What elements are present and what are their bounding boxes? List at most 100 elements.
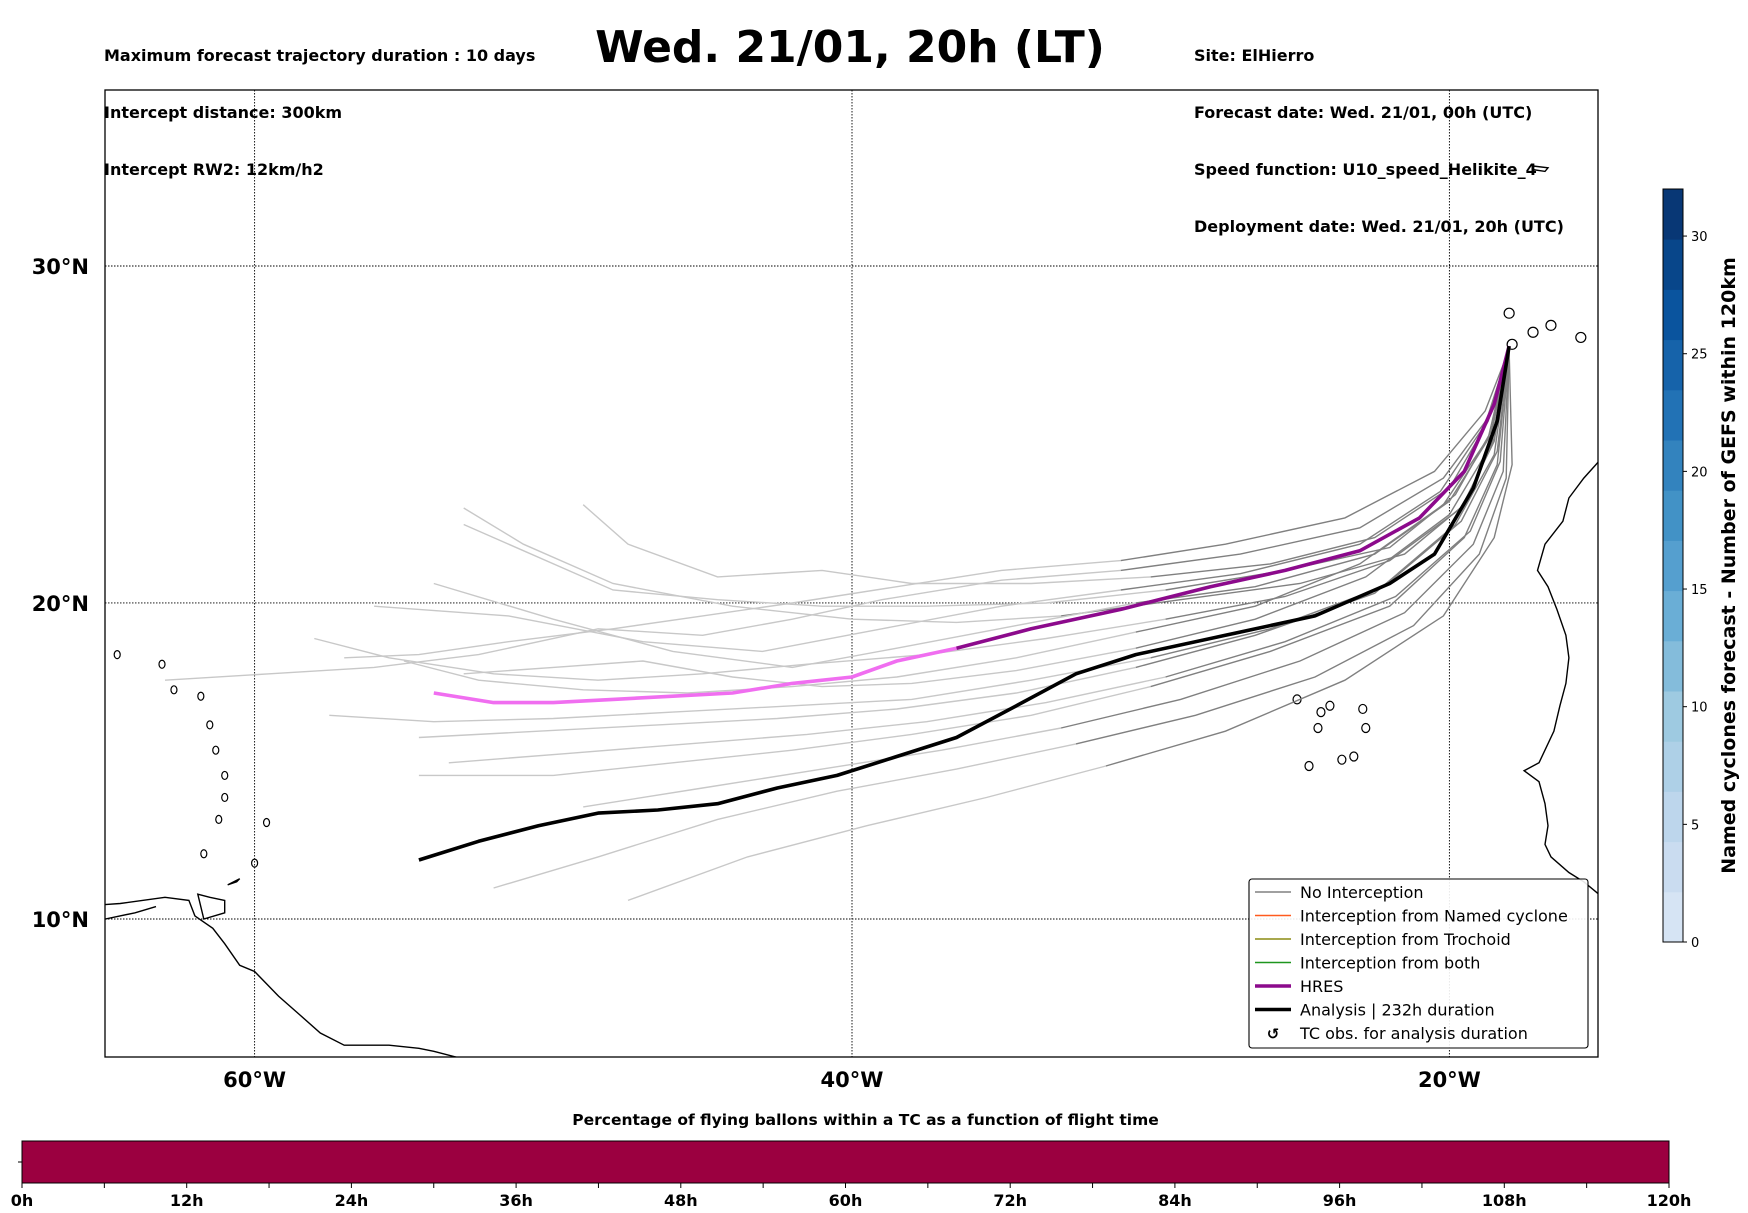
- ensemble-trajectory: [1120, 349, 1510, 591]
- main-title: Wed. 21/01, 20h (LT): [0, 22, 1700, 73]
- cape-verde-island: [1361, 722, 1371, 734]
- cape-verde-island: [1349, 751, 1359, 762]
- ensemble-trajectory: [1060, 349, 1510, 729]
- trajectories: [164, 345, 1513, 902]
- canary-island: [1527, 326, 1539, 338]
- speed-function-text: Speed function: U10_speed_Helikite_4: [1194, 160, 1537, 179]
- lat-tick-label: 20°N: [32, 592, 89, 616]
- island: [206, 720, 214, 730]
- timebar-tick-label: 120h: [1647, 1191, 1692, 1210]
- ensemble-trajectory-faded: [403, 631, 1136, 694]
- lon-tick-label: 20°W: [1418, 1068, 1481, 1092]
- colorbar-segment: [1663, 289, 1683, 341]
- timebar-tick-label: 12h: [170, 1191, 204, 1210]
- timebar-tick-label: 72h: [993, 1191, 1027, 1210]
- island: [262, 817, 271, 828]
- colorbar-segment: [1663, 841, 1683, 893]
- island: [221, 792, 229, 803]
- ensemble-trajectory: [1120, 349, 1510, 572]
- timebar-tick-label: 48h: [664, 1191, 698, 1210]
- colorbar-segment: [1663, 339, 1683, 391]
- ensemble-trajectory-faded: [329, 657, 1151, 723]
- ensemble-trajectory: [1165, 349, 1510, 591]
- hres-trajectory: [956, 345, 1511, 650]
- ensemble-trajectory: [1150, 349, 1510, 659]
- ensemble-trajectory-faded: [582, 504, 1151, 585]
- canary-island: [1545, 319, 1557, 331]
- timebar-tick-label: 0h: [11, 1191, 34, 1210]
- canary-island: [1624, 317, 1634, 327]
- ensemble-trajectory-faded: [418, 685, 1151, 777]
- legend-label: Interception from Trochoid: [1300, 930, 1511, 949]
- timebar-title: Percentage of flying ballons within a TC…: [572, 1111, 1159, 1129]
- colorbar-segment: [1663, 590, 1683, 642]
- colorbar-label: Named cyclones forecast - Number of GEFS…: [1718, 257, 1740, 874]
- max-duration-text: Maximum forecast trajectory duration : 1…: [104, 46, 536, 65]
- timebar-tick-label: 36h: [499, 1191, 533, 1210]
- colorbar-segment: [1663, 490, 1683, 541]
- timebar: Percentage of flying ballons within a TC…: [11, 1111, 1692, 1210]
- island: [200, 849, 208, 859]
- ensemble-trajectory-faded: [463, 523, 1166, 607]
- intercept-rw2-text: Intercept RW2: 12km/h2: [104, 160, 324, 179]
- ensemble-trajectory: [1150, 349, 1510, 688]
- analysis-trajectory: [418, 345, 1511, 862]
- ensemble-trajectory-faded: [627, 765, 1107, 902]
- map-frame: [104, 89, 1599, 1058]
- ensemble-trajectory-faded: [448, 676, 1166, 764]
- timebar-tick-label: 96h: [1323, 1191, 1357, 1210]
- ensemble-trajectory: [1105, 349, 1513, 767]
- ensemble-trajectory-faded: [374, 589, 1121, 653]
- deployment-date-text: Deployment date: Wed. 21/01, 20h (UTC): [1194, 217, 1564, 236]
- legend-label: No Interception: [1300, 883, 1424, 902]
- coastlines: [105, 165, 1646, 1057]
- ensemble-trajectory-faded: [493, 743, 1077, 889]
- legend-label: Analysis | 232h duration: [1300, 1001, 1495, 1020]
- site-text: Site: ElHierro: [1194, 46, 1315, 65]
- ensemble-trajectory-faded: [418, 666, 1136, 739]
- colorbar-tick-label: 30: [1691, 230, 1708, 245]
- lon-tick-label: 60°W: [223, 1068, 286, 1092]
- cape-verde-island: [1325, 700, 1335, 711]
- ensemble-trajectory-faded: [463, 647, 1136, 688]
- west-africa-coast: [1522, 461, 1598, 895]
- lat-tick-label: 30°N: [32, 255, 89, 279]
- island: [221, 770, 229, 781]
- colorbar-segment: [1663, 440, 1683, 491]
- latitude-labels: 30°N 20°N 10°N: [32, 255, 89, 932]
- cape-verde-island: [1358, 703, 1368, 715]
- title-text: Wed. 21/01, 20h (LT): [595, 22, 1105, 73]
- colorbar-segment: [1663, 791, 1683, 843]
- colorbar-tick-label: 15: [1691, 583, 1708, 598]
- canary-island: [1575, 331, 1587, 344]
- island: [113, 650, 121, 660]
- colorbar-tick-label: 25: [1691, 348, 1708, 363]
- longitude-labels: 60°W 40°W 20°W: [223, 1068, 1481, 1092]
- ensemble-trajectory-faded: [164, 569, 1121, 681]
- legend-label: Interception from Named cyclone: [1300, 907, 1568, 926]
- lon-tick-label: 40°W: [821, 1068, 884, 1092]
- canary-island: [1636, 296, 1646, 306]
- legend-box: [1248, 878, 1589, 1049]
- colorbar-segment: [1663, 741, 1683, 792]
- legend: No Interception Interception from Named c…: [1248, 878, 1589, 1049]
- colorbar-segment: [1663, 239, 1683, 290]
- tc-obs-marker-icon: ↺: [1267, 1025, 1280, 1043]
- legend-label: TC obs. for analysis duration: [1299, 1024, 1528, 1043]
- ensemble-trajectory-faded: [314, 618, 1166, 681]
- ensemble-trajectory: [1120, 349, 1510, 562]
- cape-verde-island: [1337, 754, 1347, 765]
- ensemble-trajectory: [1075, 349, 1510, 745]
- colorbar-segment: [1663, 691, 1683, 742]
- colorbar-tick-label: 5: [1691, 818, 1699, 833]
- colorbar-tick-label: 0: [1691, 936, 1699, 951]
- colorbar-segment: [1663, 891, 1683, 943]
- trinidad: [196, 893, 226, 920]
- forecast-date-text: Forecast date: Wed. 21/01, 00h (UTC): [1194, 103, 1533, 122]
- colorbar: 0 5 10 15 20 25 30 Named cyclones forecast - Nu…: [1662, 188, 1740, 951]
- timebar-tick-label: 60h: [829, 1191, 863, 1210]
- lat-tick-label: 10°N: [32, 908, 89, 932]
- island: [251, 858, 259, 868]
- island: [197, 691, 205, 701]
